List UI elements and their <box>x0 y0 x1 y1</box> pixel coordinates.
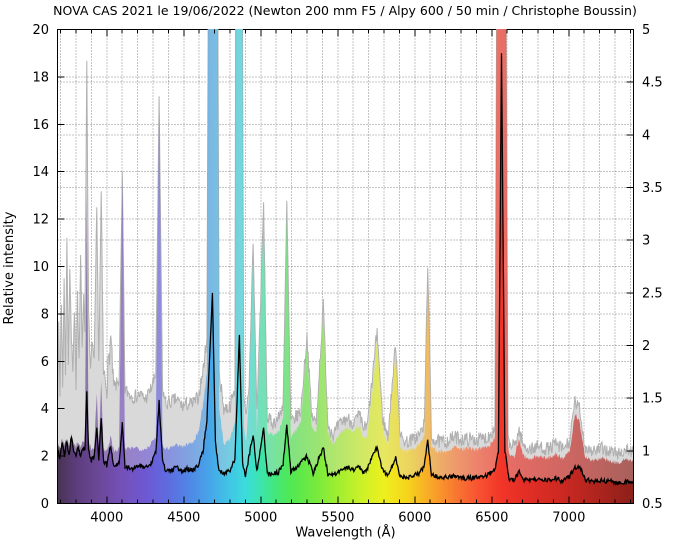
y-left-tick-label: 2 <box>41 450 49 465</box>
y-right-tick-label: 2 <box>642 339 650 354</box>
y-right-tick-label: 1.5 <box>642 392 663 407</box>
x-axis-label: Wavelength (Å) <box>295 525 395 541</box>
y-right-tick-label: 3.5 <box>642 181 663 196</box>
raw-spectrum-gray <box>57 29 634 504</box>
x-tick-label: 5500 <box>321 511 354 526</box>
y-right-tick-label: 5 <box>642 23 650 38</box>
x-tick-label: 4000 <box>90 511 123 526</box>
tick-labels: 0 2 4 6 8 10 12 14 16 18 20 0.5 1 1.5 2 2.5 3 3.5 4 4.5 5 400… <box>32 23 662 526</box>
chart-title: NOVA CAS 2021 le 19/06/2022 (Newton 200 … <box>53 3 637 18</box>
axis-ticks <box>57 29 634 504</box>
y-right-tick-label: 4 <box>642 128 650 143</box>
y-left-tick-label: 6 <box>41 355 49 370</box>
x-tick-label: 5000 <box>244 511 277 526</box>
y-left-tick-label: 0 <box>41 497 49 512</box>
y-left-tick-label: 16 <box>32 118 49 133</box>
y-right-tick-label: 1 <box>642 444 650 459</box>
y-right-tick-label: 0.5 <box>642 497 663 512</box>
x-tick-label: 4500 <box>167 511 200 526</box>
y-left-tick-label: 8 <box>41 307 49 322</box>
y-right-tick-label: 3 <box>642 234 650 249</box>
y-left-tick-label: 12 <box>32 213 49 228</box>
y-left-tick-label: 18 <box>32 70 49 85</box>
y-left-tick-label: 20 <box>32 23 49 38</box>
normalized-spectrum-line <box>57 53 634 487</box>
x-tick-label: 7000 <box>552 511 585 526</box>
y-axis-label: Relative intensity <box>2 211 17 324</box>
spectrum-series <box>57 29 634 504</box>
x-tick-label: 6000 <box>398 511 431 526</box>
x-tick-label: 6500 <box>475 511 508 526</box>
y-left-tick-label: 14 <box>32 165 49 180</box>
y-right-tick-label: 4.5 <box>642 76 663 91</box>
y-left-tick-label: 4 <box>41 402 49 417</box>
y-left-tick-label: 10 <box>32 260 49 275</box>
gridlines <box>57 29 634 504</box>
y-right-tick-label: 2.5 <box>642 286 663 301</box>
flux-spectrum-rainbow-fill <box>57 29 634 504</box>
